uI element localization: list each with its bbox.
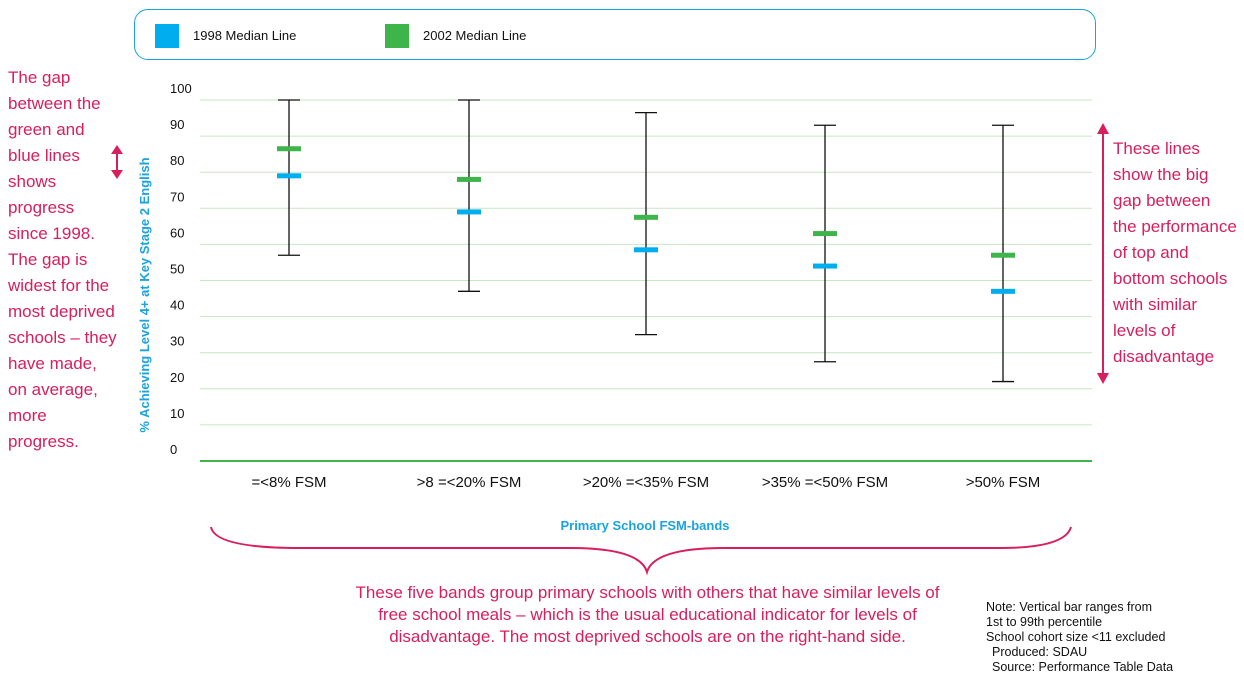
- y-tick-label: 30: [170, 334, 184, 349]
- percentile-note: Note: Vertical bar ranges from 1st to 99…: [986, 600, 1165, 645]
- x-tick-label: >50% FSM: [966, 474, 1041, 491]
- y-tick-label: 50: [170, 262, 184, 277]
- right-annotation: These lines show the big gap between the…: [1113, 136, 1238, 370]
- legend-item-1998: 1998 Median Line: [155, 10, 296, 61]
- median-mark-1998: [991, 289, 1015, 294]
- y-tick-label: 60: [170, 225, 184, 240]
- x-tick-label: >35% =<50% FSM: [762, 474, 888, 491]
- note-line-3: School cohort size <11 excluded: [986, 630, 1165, 645]
- y-tick-label: 20: [170, 370, 184, 385]
- x-tick-label: =<8% FSM: [251, 474, 326, 491]
- median-mark-2002: [277, 146, 301, 151]
- range-bars: [278, 100, 1014, 382]
- legend-swatch-1998: [155, 24, 179, 48]
- legend-label-1998: 1998 Median Line: [193, 28, 296, 43]
- source-line: Source: Performance Table Data: [992, 660, 1173, 675]
- note-line-2: 1st to 99th percentile: [986, 615, 1165, 630]
- legend-item-2002: 2002 Median Line: [385, 10, 526, 61]
- median-mark-2002: [813, 231, 837, 236]
- y-tick-label: 100: [170, 81, 192, 96]
- y-tick-label: 0: [170, 442, 177, 457]
- produced-line: Produced: SDAU: [992, 645, 1173, 660]
- median-mark-1998: [634, 247, 658, 252]
- legend-swatch-2002: [385, 24, 409, 48]
- left-annotation: The gap between the green and blue lines…: [8, 65, 118, 455]
- note-line-1: Note: Vertical bar ranges from: [986, 600, 1165, 615]
- median-mark-2002: [457, 177, 481, 182]
- y-axis-label: % Achieving Level 4+ at Key Stage 2 Engl…: [137, 157, 152, 432]
- x-tick-label: >8 =<20% FSM: [417, 474, 522, 491]
- median-mark-2002: [991, 253, 1015, 258]
- y-tick-labels: 0 10 20 30 40 50 60 70 80 90 100: [170, 81, 192, 457]
- y-tick-label: 10: [170, 406, 184, 421]
- legend-label-2002: 2002 Median Line: [423, 28, 526, 43]
- source-note: Produced: SDAU Source: Performance Table…: [992, 645, 1173, 675]
- median-mark-1998: [277, 173, 301, 178]
- median-mark-2002: [634, 215, 658, 220]
- legend: 1998 Median Line 2002 Median Line: [134, 9, 1096, 60]
- x-axis-label: Primary School FSM-bands: [560, 518, 729, 533]
- y-tick-label: 70: [170, 189, 184, 204]
- y-tick-label: 90: [170, 117, 184, 132]
- y-tick-label: 40: [170, 298, 184, 313]
- median-mark-1998: [813, 264, 837, 269]
- y-tick-label: 80: [170, 153, 184, 168]
- right-double-arrow: [1097, 123, 1109, 384]
- curly-brace: [211, 527, 1071, 572]
- x-tick-label: >20% =<35% FSM: [583, 474, 709, 491]
- bottom-annotation: These five bands group primary schools w…: [340, 582, 955, 648]
- median-mark-1998: [457, 209, 481, 214]
- x-tick-labels: =<8% FSM >8 =<20% FSM >20% =<35% FSM >35% =…: [251, 474, 1040, 491]
